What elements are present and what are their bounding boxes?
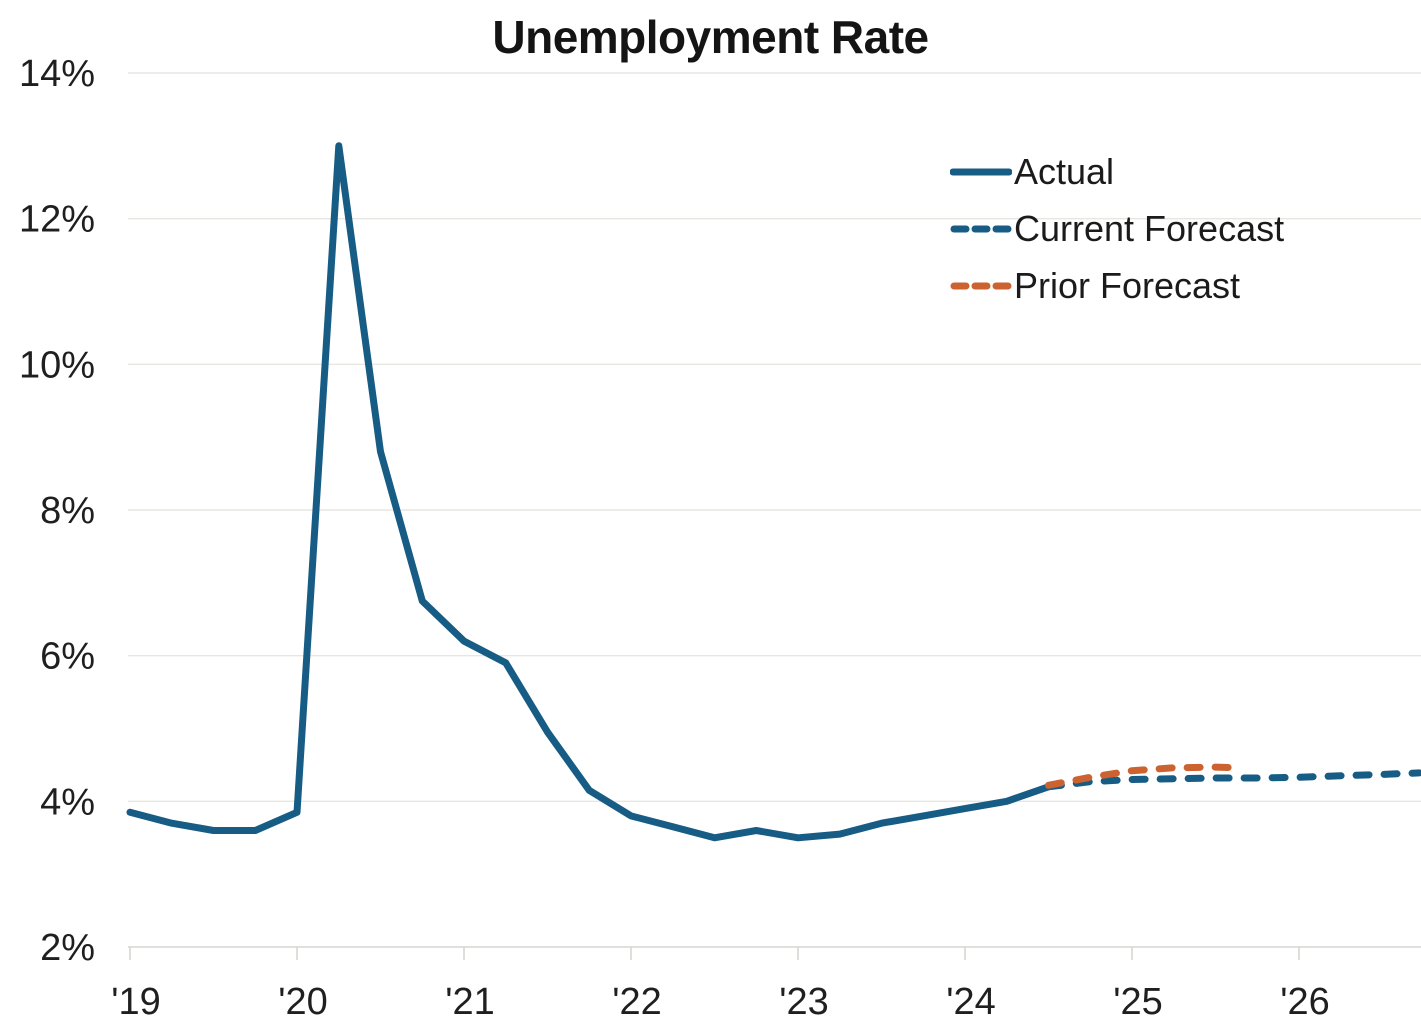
gridlines-layer (128, 72, 1421, 803)
series-layer (126, 142, 1421, 842)
legend: Actual Current Forecast Prior Forecast (950, 143, 1284, 314)
x-axis-tick-label: '23 (779, 981, 829, 1023)
x-axis-tick-label: '24 (946, 981, 996, 1023)
y-axis-tick-label: 4% (40, 781, 95, 823)
x-axis-tick-label: '21 (445, 981, 495, 1023)
y-axis-tick-label: 10% (19, 344, 95, 386)
legend-label-actual: Actual (1014, 150, 1115, 192)
legend-item-prior-forecast: Prior Forecast (950, 257, 1284, 314)
legend-label-current-forecast: Current Forecast (1014, 207, 1285, 249)
y-axis-tick-label: 6% (40, 636, 95, 678)
x-axis-tick-label: '22 (612, 981, 662, 1023)
y-axis-tick-label: 2% (40, 927, 95, 969)
x-axis-tick-label: '19 (111, 981, 161, 1023)
y-axis-tick-label: 12% (19, 199, 95, 241)
axis-labels-layer: 2% 4% 6% 8% 10% 12% 14% '19 '20 '21 '22 '23 '24 '25 '2… (19, 53, 1330, 1023)
actual-line-sample-icon (950, 168, 1012, 175)
y-axis-tick-label: 14% (19, 53, 95, 95)
series-line-actual (126, 142, 1052, 842)
chart-title: Unemployment Rate (492, 11, 929, 63)
series-line-prior-forecast (1045, 763, 1245, 789)
x-axis-tick-label: '25 (1113, 981, 1163, 1023)
prior-forecast-dash-sample-icon (950, 282, 1012, 289)
y-axis-tick-label: 8% (40, 490, 95, 532)
series-line-current-forecast (1045, 769, 1421, 791)
x-axis-tick-label: '26 (1280, 981, 1330, 1023)
legend-item-actual: Actual (950, 143, 1284, 200)
axis-layer (128, 946, 1421, 960)
legend-label-prior-forecast: Prior Forecast (1014, 264, 1241, 306)
x-axis-tick-label: '20 (278, 981, 328, 1023)
legend-item-current-forecast: Current Forecast (950, 200, 1284, 257)
current-forecast-dash-sample-icon (950, 225, 1012, 232)
